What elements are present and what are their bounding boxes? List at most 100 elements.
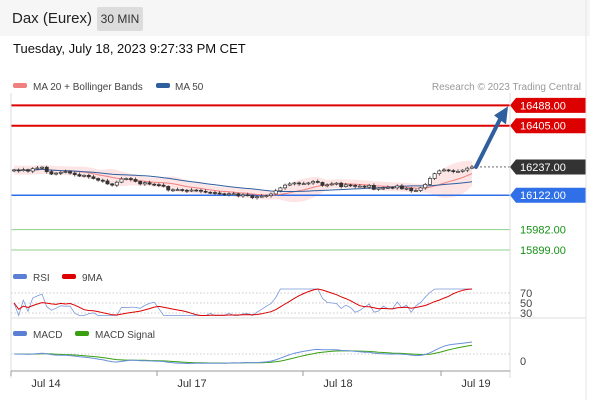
candle-body [189,189,194,192]
rsi-legend-swatch [13,274,27,279]
rsi-9ma-legend-label: 9MA [82,273,103,284]
instrument-title: Dax (Eurex) [12,10,93,27]
candle-body [161,184,166,187]
candle-body [315,181,320,183]
rsi-legend-label: RSI [33,273,50,284]
candle-body [329,183,334,186]
candle-body [222,193,227,196]
rsi-reference-label: 30 [520,308,532,320]
rsi-9ma-legend-swatch [62,274,76,279]
support-1-tag [510,187,586,203]
candle-body [147,182,152,185]
candle-body [175,189,180,191]
copyright-text: Research © 2023 Trading Central [432,82,581,93]
candle-body [287,183,292,186]
macd-zero-label: 0 [520,356,526,368]
candle-body [119,178,124,183]
candle-body [152,183,157,186]
forecast-arrow [474,115,503,169]
rsi-9ma-line [13,288,473,316]
candle-body [264,195,269,198]
candle-body [255,196,259,199]
candle-body [40,166,44,169]
candle-body [395,185,400,189]
candle-body [58,172,63,174]
candle-body [409,187,414,192]
x-tick-label: Jul 17 [177,378,206,390]
candle-body [86,174,91,178]
candle-body [68,171,73,174]
candle-body [371,185,376,190]
candle-body [423,184,428,189]
timeframe-button[interactable]: 30 MIN [97,7,143,31]
candle-body [357,185,362,188]
candle-body [35,167,40,170]
candle-body [334,182,339,185]
candle-body [194,189,199,192]
candle-body [301,183,306,186]
x-tick-label: Jul 19 [461,378,490,390]
resistance-1-label: 16488.00 [520,100,566,112]
candle-body [390,186,395,189]
candle-body [63,171,68,173]
x-axis: Jul 14 Jul 17 Jul 18 Jul 19 [10,0,587,400]
candle-body [269,193,273,197]
macd-panel: 0 [11,341,526,368]
candle-body [278,187,283,192]
candle-body [451,170,456,172]
candle-body [231,193,236,196]
support-1-label: 16122.00 [520,190,566,202]
candle-body [418,187,423,191]
candle-body [203,190,208,193]
candle-body [465,167,470,171]
candle-body [142,182,147,185]
candle-body [320,182,325,186]
timestamp: Tuesday, July 18, 2023 9:27:33 PM CET [13,41,246,56]
candle-body [217,192,222,195]
candle-body [306,182,311,185]
candle-body [44,166,49,172]
candle-body [49,171,54,175]
candle-body [12,169,16,172]
candle-body [339,182,344,187]
candle-body [77,174,82,177]
candle-body [446,169,451,172]
candle-body [456,171,460,173]
candle-body [82,174,87,177]
rsi-reference-label: 50 [520,298,532,310]
header-bar: Dax (Eurex) 30 MIN [0,0,590,36]
candle-body [283,184,288,189]
candle-body [110,183,115,186]
candle-body [128,178,133,180]
ma20-legend-label: MA 20 + Bollinger Bands [33,82,143,93]
candle-body [325,184,330,187]
candle-body [343,184,348,187]
ma50-legend-label: MA 50 [175,82,204,93]
candle-body [16,169,21,172]
target-1-label: 15982.00 [520,225,566,237]
target-2-label: 15899.00 [520,245,566,257]
resistance-2-tag [510,118,586,134]
candle-body [250,195,255,199]
candle-body [292,182,297,185]
candle-body [91,176,96,179]
ma20-legend-swatch [13,83,27,88]
candle-body [241,194,245,197]
candle-body [348,184,353,187]
candle-body [208,191,213,194]
rsi-line [13,288,472,317]
candle-body [367,185,372,188]
candle-body [180,189,185,191]
candle-body [100,179,105,182]
candle-body [227,193,231,196]
macd-signal-legend-label: MACD Signal [95,330,155,341]
candle-body [72,172,77,175]
resistance-2-label: 16405.00 [520,121,566,133]
rsi-reference-label: 70 [520,288,532,300]
candle-body [376,187,381,190]
candle-body [442,169,446,172]
macd-line [13,341,473,365]
candle-body [460,169,465,172]
candle-body [311,181,316,184]
